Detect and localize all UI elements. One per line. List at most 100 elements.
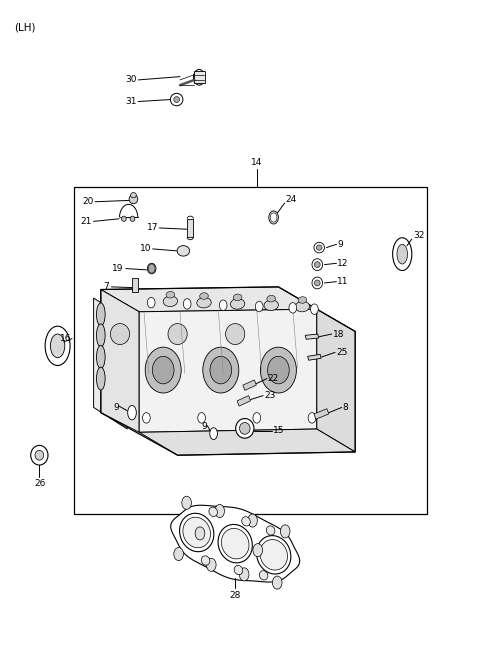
Ellipse shape: [147, 263, 156, 274]
Text: 11: 11: [337, 277, 349, 286]
Polygon shape: [101, 290, 139, 432]
Ellipse shape: [131, 193, 136, 198]
Polygon shape: [139, 309, 317, 432]
Ellipse shape: [153, 356, 174, 384]
Circle shape: [253, 544, 263, 557]
Ellipse shape: [259, 571, 268, 580]
Circle shape: [182, 496, 192, 510]
Polygon shape: [314, 409, 329, 419]
Text: 17: 17: [147, 223, 158, 233]
Ellipse shape: [236, 419, 254, 438]
Ellipse shape: [96, 346, 105, 368]
Text: 23: 23: [264, 391, 276, 400]
Ellipse shape: [269, 211, 278, 224]
Circle shape: [311, 304, 318, 314]
Text: 32: 32: [413, 231, 424, 240]
Bar: [132, 278, 138, 292]
Ellipse shape: [314, 262, 320, 268]
Polygon shape: [171, 505, 300, 582]
Text: 9: 9: [202, 422, 207, 432]
Text: 24: 24: [286, 195, 297, 204]
Ellipse shape: [298, 297, 307, 303]
Text: 28: 28: [229, 591, 241, 600]
Circle shape: [183, 299, 191, 309]
Ellipse shape: [145, 347, 181, 393]
Circle shape: [308, 413, 316, 423]
Ellipse shape: [210, 356, 232, 384]
Ellipse shape: [397, 244, 408, 264]
Circle shape: [174, 548, 183, 561]
Ellipse shape: [168, 324, 187, 345]
Ellipse shape: [314, 280, 320, 286]
Circle shape: [270, 213, 277, 222]
Ellipse shape: [110, 324, 130, 345]
Ellipse shape: [200, 293, 208, 299]
Ellipse shape: [50, 334, 65, 358]
Polygon shape: [101, 287, 317, 312]
Ellipse shape: [96, 324, 105, 347]
Ellipse shape: [203, 347, 239, 393]
Ellipse shape: [96, 303, 105, 326]
Ellipse shape: [267, 295, 276, 302]
Ellipse shape: [393, 238, 412, 271]
Polygon shape: [308, 354, 321, 360]
Bar: [194, 71, 205, 83]
Circle shape: [219, 300, 227, 310]
Ellipse shape: [295, 301, 310, 312]
Bar: [74, 187, 427, 514]
Ellipse shape: [226, 324, 245, 345]
Text: 16: 16: [60, 334, 71, 343]
Circle shape: [215, 504, 225, 517]
Ellipse shape: [230, 299, 245, 309]
Text: (LH): (LH): [14, 22, 36, 32]
Text: 31: 31: [125, 97, 137, 106]
Circle shape: [289, 303, 297, 313]
Text: 9: 9: [113, 403, 119, 412]
Text: 26: 26: [35, 479, 46, 489]
Text: 9: 9: [337, 240, 343, 249]
Circle shape: [248, 514, 257, 527]
Ellipse shape: [221, 529, 249, 559]
Ellipse shape: [31, 445, 48, 465]
Circle shape: [193, 69, 205, 85]
Ellipse shape: [260, 540, 288, 570]
Circle shape: [273, 576, 282, 590]
Polygon shape: [94, 298, 127, 429]
Ellipse shape: [174, 97, 180, 103]
Ellipse shape: [256, 536, 291, 574]
Ellipse shape: [314, 242, 324, 253]
Ellipse shape: [316, 245, 322, 250]
Ellipse shape: [121, 216, 126, 221]
Ellipse shape: [234, 565, 243, 574]
Text: 7: 7: [104, 282, 109, 291]
Text: 18: 18: [333, 329, 344, 339]
Text: 21: 21: [81, 217, 92, 226]
Ellipse shape: [183, 517, 211, 548]
Ellipse shape: [35, 451, 44, 460]
Text: 8: 8: [343, 403, 348, 412]
Circle shape: [255, 301, 263, 312]
Circle shape: [198, 413, 205, 423]
Ellipse shape: [209, 507, 217, 516]
Ellipse shape: [312, 277, 323, 289]
Polygon shape: [317, 309, 355, 452]
Ellipse shape: [218, 525, 252, 563]
Bar: [187, 219, 193, 237]
Ellipse shape: [264, 300, 278, 310]
Text: 25: 25: [336, 348, 348, 357]
Polygon shape: [139, 429, 355, 455]
Ellipse shape: [261, 347, 297, 393]
Circle shape: [280, 525, 290, 538]
Ellipse shape: [96, 367, 105, 390]
Circle shape: [148, 264, 155, 273]
Text: 20: 20: [82, 197, 94, 206]
Circle shape: [195, 527, 205, 540]
Circle shape: [147, 297, 155, 308]
Ellipse shape: [166, 291, 175, 298]
Ellipse shape: [170, 94, 183, 106]
Ellipse shape: [210, 428, 217, 440]
Ellipse shape: [266, 526, 275, 535]
Ellipse shape: [128, 405, 136, 420]
Ellipse shape: [163, 296, 178, 307]
Text: 10: 10: [140, 244, 151, 253]
